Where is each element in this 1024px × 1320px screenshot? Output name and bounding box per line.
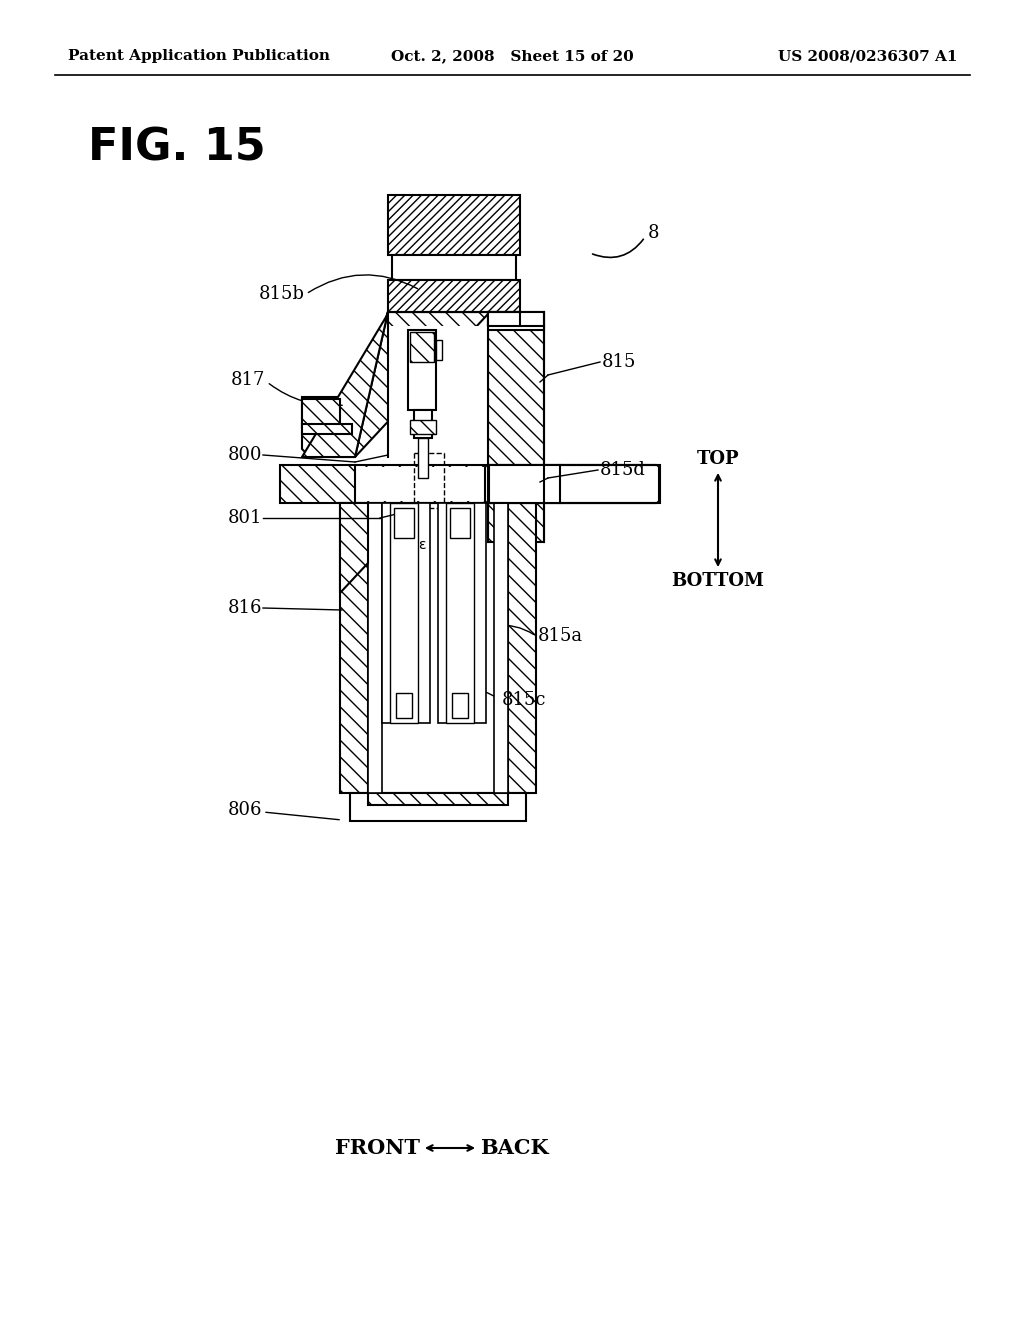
Text: ε: ε [418,539,426,552]
Polygon shape [340,503,368,593]
Text: BOTTOM: BOTTOM [672,572,765,590]
Bar [382,503,430,723]
Bar [508,503,536,793]
Bar [388,280,520,312]
Bar [340,503,368,793]
Text: Oct. 2, 2008   Sheet 15 of 20: Oct. 2, 2008 Sheet 15 of 20 [390,49,634,63]
Bar [392,255,516,280]
Bar [350,793,526,821]
Bar [280,465,660,503]
Bar [488,465,560,503]
Text: 806: 806 [227,801,262,818]
Text: 815d: 815d [600,461,646,479]
Text: 816: 816 [227,599,262,616]
Text: 800: 800 [227,446,262,465]
Bar [408,330,436,411]
Bar [488,312,544,330]
Bar [355,467,489,502]
FancyBboxPatch shape [485,465,659,503]
Polygon shape [302,312,520,457]
Text: 815a: 815a [538,627,583,645]
Text: 801: 801 [227,510,262,527]
Bar [394,508,414,539]
Polygon shape [302,312,388,457]
Bar [446,503,474,723]
Bar [390,503,418,723]
Text: FRONT: FRONT [335,1138,420,1158]
Text: TOP: TOP [696,450,739,469]
Text: Patent Application Publication: Patent Application Publication [68,49,330,63]
Bar [368,793,508,805]
Text: 815: 815 [602,352,636,371]
Bar [414,411,432,438]
Text: 8: 8 [648,224,659,242]
Bar [438,503,486,723]
Bar [450,508,470,539]
Polygon shape [310,312,388,457]
Bar [368,503,382,793]
Bar [410,420,436,434]
Bar [488,312,544,543]
Text: FIG. 15: FIG. 15 [88,127,266,169]
Bar [418,438,428,478]
Bar [452,693,468,718]
Text: 817: 817 [230,371,265,389]
Bar [410,333,434,362]
Text: BACK: BACK [480,1138,549,1158]
Bar [388,195,520,255]
Bar [494,503,508,793]
Text: 815b: 815b [259,285,305,304]
Bar [436,341,442,360]
Text: US 2008/0236307 A1: US 2008/0236307 A1 [778,49,958,63]
Bar [388,326,488,525]
Bar [302,399,340,426]
Text: 815c: 815c [502,690,547,709]
Bar [302,424,352,434]
Bar [396,693,412,718]
